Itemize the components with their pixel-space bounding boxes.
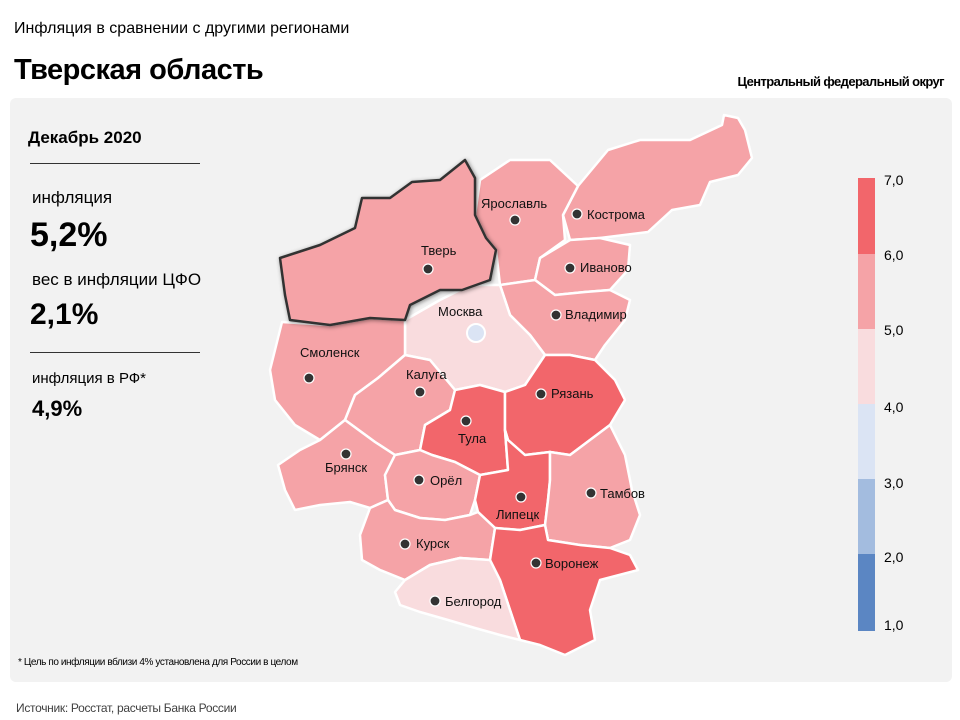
city-label-vladimir: Владимир: [565, 307, 627, 322]
page-subtitle: Инфляция в сравнении с другими регионами: [14, 20, 350, 37]
city-label-kostroma: Кострома: [587, 207, 646, 222]
city-marker[interactable]: [399, 538, 411, 550]
divider: [30, 352, 200, 353]
city-label-tula: Тула: [458, 431, 487, 446]
legend-band: [858, 404, 875, 479]
city-label-tambov: Тамбов: [600, 486, 645, 501]
city-marker[interactable]: [571, 208, 583, 220]
city-marker[interactable]: [303, 372, 315, 384]
region-tambov[interactable]: [543, 423, 642, 550]
legend-tick: 7,0: [884, 172, 904, 188]
city-marker[interactable]: [414, 386, 426, 398]
city-label-kursk: Курск: [416, 536, 450, 551]
city-label-bryansk: Брянск: [325, 460, 367, 475]
city-marker[interactable]: [413, 474, 425, 486]
city-label-smolensk: Смоленск: [300, 345, 360, 360]
legend-tick: 2,0: [884, 549, 904, 565]
city-label-ivanovo: Иваново: [580, 260, 632, 275]
content-panel: Декабрь 2020 инфляция 5,2% вес в инфляци…: [10, 98, 952, 682]
city-label-yaroslavl: Ярославль: [481, 196, 547, 211]
period-label: Декабрь 2020: [28, 128, 142, 147]
inflation-label: инфляция: [32, 188, 113, 207]
russia-inflation-value: 4,9%: [32, 396, 83, 421]
district-label: Центральный федеральный округ: [737, 74, 945, 89]
city-marker[interactable]: [585, 487, 597, 499]
city-label-moskva: Москва: [438, 304, 483, 319]
city-marker[interactable]: [509, 214, 521, 226]
footnote: * Цель по инфляции вблизи 4% установлена…: [18, 657, 298, 668]
legend-tick: 3,0: [884, 475, 904, 491]
legend-band: [858, 254, 875, 329]
divider: [30, 163, 200, 164]
page-title: Тверская область: [14, 54, 264, 86]
legend-band: [858, 479, 875, 554]
city-label-kaluga: Калуга: [406, 367, 447, 382]
legend-tick: 1,0: [884, 617, 904, 633]
city-marker[interactable]: [535, 388, 547, 400]
city-label-orel: Орёл: [430, 473, 462, 488]
region-bryansk[interactable]: [276, 418, 397, 512]
stats-block: Декабрь 2020 инфляция 5,2% вес в инфляци…: [10, 98, 250, 498]
source-note: Источник: Росстат, расчеты Банка России: [16, 701, 237, 715]
city-marker[interactable]: [429, 595, 441, 607]
city-marker[interactable]: [340, 448, 352, 460]
city-marker[interactable]: [564, 262, 576, 274]
region-tver[interactable]: [278, 158, 498, 327]
city-label-ryazan: Рязань: [551, 386, 594, 401]
city-label-belgorod: Белгород: [445, 594, 502, 609]
city-label-voronezh: Воронеж: [545, 556, 599, 571]
city-marker-moskva[interactable]: [466, 323, 486, 343]
legend-colorbar: [858, 178, 875, 631]
weight-label: вес в инфляции ЦФО: [32, 270, 202, 289]
legend-tick: 6,0: [884, 247, 904, 263]
city-marker[interactable]: [550, 309, 562, 321]
city-marker[interactable]: [460, 415, 472, 427]
city-label-tver: Тверь: [421, 243, 457, 258]
region-belgorod[interactable]: [393, 556, 522, 642]
legend-band: [858, 178, 875, 254]
russia-inflation-label: инфляция в РФ*: [32, 370, 147, 387]
city-marker[interactable]: [515, 491, 527, 503]
city-marker[interactable]: [422, 263, 434, 275]
legend-band: [858, 554, 875, 631]
region-map: Ярославль Кострома Тверь Иваново Москва …: [268, 113, 875, 657]
inflation-value: 5,2%: [30, 216, 108, 254]
legend-tick: 4,0: [884, 399, 904, 415]
weight-value: 2,1%: [30, 298, 99, 331]
city-label-lipetsk: Липецк: [496, 507, 540, 522]
city-marker[interactable]: [530, 557, 542, 569]
legend-band: [858, 329, 875, 404]
legend-tick: 5,0: [884, 322, 904, 338]
